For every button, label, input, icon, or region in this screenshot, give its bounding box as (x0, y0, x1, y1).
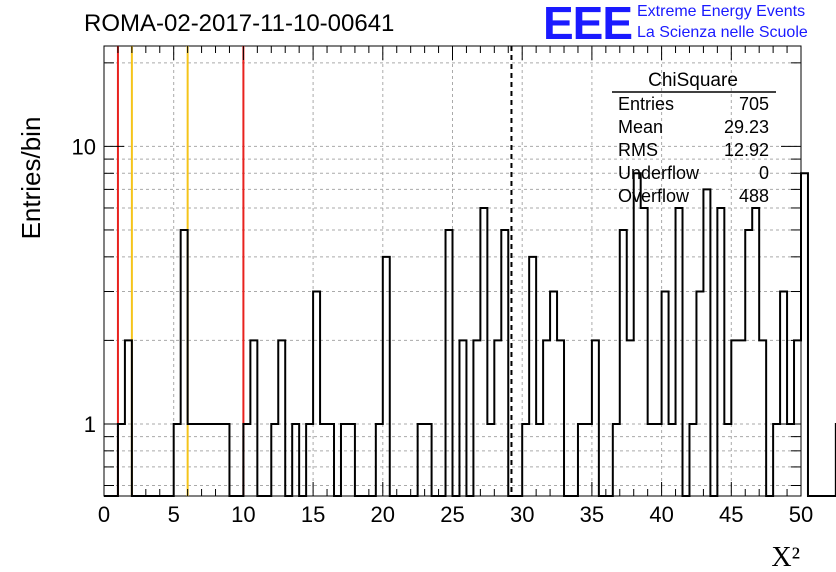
x-tick-label: 25 (440, 502, 464, 527)
x-tick-label: 35 (580, 502, 604, 527)
x-tick-label: 10 (231, 502, 255, 527)
logo-line-2: La Scienza nelle Scuole (637, 24, 808, 41)
stats-label: Underflow (618, 163, 700, 183)
x-tick-label: 0 (98, 502, 110, 527)
x-tick-label: 15 (301, 502, 325, 527)
stats-value: 12.92 (724, 140, 769, 160)
stats-label: Entries (618, 94, 674, 114)
stats-label: Mean (618, 117, 663, 137)
stats-value: 488 (739, 186, 769, 206)
x-tick-label: 30 (510, 502, 534, 527)
x-axis-label: X² (771, 542, 800, 572)
x-tick-label: 45 (719, 502, 743, 527)
eee-logo: EEE (543, 0, 633, 49)
x-tick-label: 40 (649, 502, 673, 527)
y-tick-label: 1 (84, 412, 96, 437)
x-tick-label: 20 (371, 502, 395, 527)
chart-title: ROMA-02-2017-11-10-00641 (84, 10, 395, 37)
y-axis-label: Entries/bin (16, 117, 46, 240)
histogram-bars (104, 172, 836, 497)
stats-title: ChiSquare (648, 70, 738, 91)
x-tick-label: 5 (168, 502, 180, 527)
stats-value: 29.23 (724, 117, 769, 137)
x-tick-label: 50 (789, 502, 813, 527)
stats-value: 0 (759, 163, 769, 183)
stats-label: Overflow (618, 186, 690, 206)
logo-line-1: Extreme Energy Events (637, 3, 806, 20)
y-tick-label: 10 (72, 134, 96, 159)
stats-value: 705 (739, 94, 769, 114)
stats-label: RMS (618, 140, 658, 160)
